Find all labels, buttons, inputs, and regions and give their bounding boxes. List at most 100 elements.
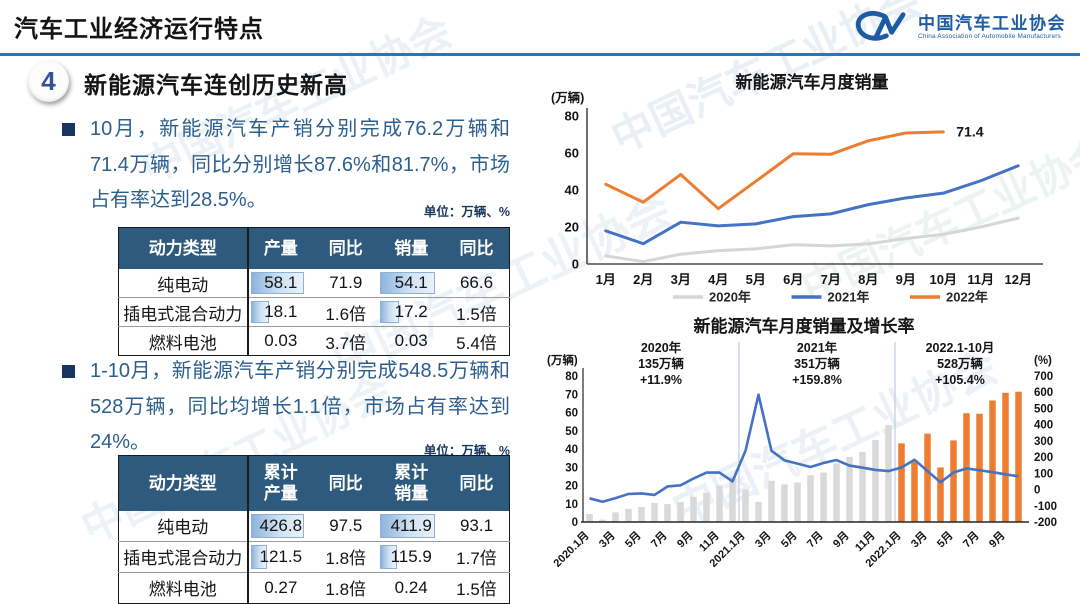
power-type-cumulative-table: 动力类型 累计 产量 同比 累计 销量 同比 纯电动 426.8 97.5 411.9 93.1 插… xyxy=(118,455,510,604)
bullet-item: 1-10月，新能源汽车产销分别完成548.5万辆和528万辆，同比均增长1.1倍… xyxy=(62,354,510,461)
legend-label: 2022年 xyxy=(946,290,988,305)
x-tick-label: 3月 xyxy=(596,529,617,550)
cell-value: 54.1 xyxy=(394,273,428,293)
section-title: 新能源汽车连创历史新高 xyxy=(84,72,348,98)
right-tick-label: 0 xyxy=(1034,485,1040,497)
logo-name-cn: 中国汽车工业协会 xyxy=(918,13,1066,33)
table-cell: 66.6 xyxy=(459,273,494,293)
table-cell: 426.8 xyxy=(248,511,313,542)
cell-value: 0.03 xyxy=(394,331,428,351)
x-tick-label: 3月 xyxy=(908,529,929,550)
sales-bar xyxy=(664,504,671,522)
cell-value: 0.03 xyxy=(264,331,298,351)
unit-label: 单位：万辆、% xyxy=(423,444,510,458)
chart-title: 新能源汽车月度销量及增长率 xyxy=(694,316,915,336)
table-cell: 17.2 xyxy=(378,297,444,327)
monthly-table: 动力类型 产量 同比 销量 同比 纯电动 58.1 71.9 54.1 66.6 插电式混合动力 18… xyxy=(118,227,510,357)
sales-bar xyxy=(768,480,775,522)
table-row: 纯电动 58.1 71.9 54.1 66.6 xyxy=(118,269,510,298)
x-tick-label: 4月 xyxy=(708,272,728,287)
cell-value: 0.24 xyxy=(394,577,428,597)
table-cell: 18.1 xyxy=(247,297,313,327)
table-cell: 1.5倍 xyxy=(443,297,510,327)
y-tick-label: 20 xyxy=(565,220,579,235)
sales-bar xyxy=(729,476,736,522)
sales-bar xyxy=(716,485,723,522)
right-tick-label: -200 xyxy=(1034,517,1057,529)
table-header-cell: 动力类型 xyxy=(118,455,249,511)
caam-logo-icon xyxy=(855,11,906,41)
sales-bar xyxy=(859,452,866,522)
table-cell: 1.7倍 xyxy=(443,540,510,572)
combo-chart-svg: 新能源汽车月度销量及增长率 0 10 20 30 40 50 60 70 80 (万辆) -200 -1… xyxy=(547,316,1057,570)
table-cell: 1.5倍 xyxy=(443,571,510,603)
y-tick-label: 60 xyxy=(565,146,579,161)
page-title: 汽车工业经济运行特点 xyxy=(14,16,264,43)
cell-value: 17.2 xyxy=(394,302,428,322)
right-tick-label: 600 xyxy=(1034,387,1053,399)
bullet-marker-icon xyxy=(62,365,75,378)
data-bar xyxy=(380,272,435,295)
right-tick-label: 400 xyxy=(1034,420,1053,432)
left-tick-label: 80 xyxy=(565,371,578,383)
left-tick-label: 60 xyxy=(565,408,578,420)
data-bar xyxy=(380,301,400,324)
left-tick-label: 50 xyxy=(565,426,578,438)
x-tick-label: 9月 xyxy=(986,529,1007,550)
table-cell: 0.27 xyxy=(247,571,313,603)
annotation-text: 135万辆 xyxy=(638,356,684,371)
series-line-2020年 xyxy=(604,216,1020,264)
bullet-item: 10月，新能源汽车产销分别完成76.2万辆和71.4万辆，同比分别增长87.6%… xyxy=(62,112,510,219)
table-header-row: 动力类型 产量 同比 销量 同比 xyxy=(118,227,510,270)
cell-value: 115.9 xyxy=(390,546,432,566)
data-bar xyxy=(250,544,268,569)
data-bar xyxy=(380,513,435,538)
table-cell: 纯电动 xyxy=(118,269,249,298)
x-tick-label: 12月 xyxy=(1005,272,1032,287)
legend-label: 2020年 xyxy=(709,290,751,305)
sales-bar xyxy=(846,456,853,522)
logo-name-en: China Association of Automobile Manufact… xyxy=(918,33,1061,41)
sales-growth-combo-chart: 新能源汽车月度销量及增长率 0 10 20 30 40 50 60 70 80 (万辆) -200 -1… xyxy=(545,312,1075,602)
cell-value: 411.9 xyxy=(390,515,432,535)
table-cell: 97.5 xyxy=(329,515,363,535)
chart-element: 动力类型 累计 产量 同比 累计 销量 同比 xyxy=(118,455,510,511)
table-row: 插电式混合动力 121.5 1.8倍 115.9 1.7倍 xyxy=(118,540,510,572)
sales-bar xyxy=(599,519,606,522)
monthly-sales-line-chart: 新能源汽车月度销量 (万辆) 0 20 40 60 80 1月 2月 3月 4月 5月 6月 7月 8月 9月… xyxy=(545,68,1075,312)
series-line-2022年 xyxy=(604,130,945,211)
table-cell: 71.9 xyxy=(329,273,363,293)
x-tick-label: 5月 xyxy=(778,529,799,550)
series-line-2021年 xyxy=(604,164,1020,246)
table-header-cell: 动力类型 xyxy=(118,227,249,270)
bullet-text: 10月，新能源汽车产销分别完成76.2万辆和71.4万辆，同比分别增长87.6%… xyxy=(90,118,510,212)
table-cell: 插电式混合动力 xyxy=(118,540,249,572)
sales-bar xyxy=(625,508,632,522)
table-cell: 0.24 xyxy=(378,571,444,603)
left-axis-unit-label: (万辆) xyxy=(547,353,578,367)
y-tick-label: 80 xyxy=(565,109,579,124)
sales-bar xyxy=(677,502,684,522)
annotation-text: 528万辆 xyxy=(937,356,983,371)
sales-bar xyxy=(1015,391,1022,522)
left-tick-label: 20 xyxy=(565,481,578,493)
sales-bar xyxy=(950,440,957,522)
right-tick-label: 700 xyxy=(1034,371,1053,383)
table-cell: 0.03 xyxy=(378,326,444,356)
table-row: 插电式混合动力 18.1 1.6倍 17.2 1.5倍 xyxy=(118,297,510,327)
table-cell: 1.6倍 xyxy=(313,297,379,327)
left-tick-label: 30 xyxy=(565,462,578,474)
table-cell: 0.03 xyxy=(247,326,313,356)
x-tick-label: 5月 xyxy=(622,529,643,550)
table-header-cell: 累计 产量 xyxy=(247,455,313,511)
end-value-label: 71.4 xyxy=(956,123,983,139)
chart-element xyxy=(873,12,906,40)
table-row: 燃料电池 0.27 1.8倍 0.24 1.5倍 xyxy=(118,571,510,603)
left-tick-label: 10 xyxy=(565,499,578,511)
data-bar xyxy=(250,272,305,295)
sales-bar xyxy=(976,413,983,522)
header-divider xyxy=(0,53,1080,56)
right-tick-label: 100 xyxy=(1034,468,1053,480)
sales-bar xyxy=(612,512,619,522)
